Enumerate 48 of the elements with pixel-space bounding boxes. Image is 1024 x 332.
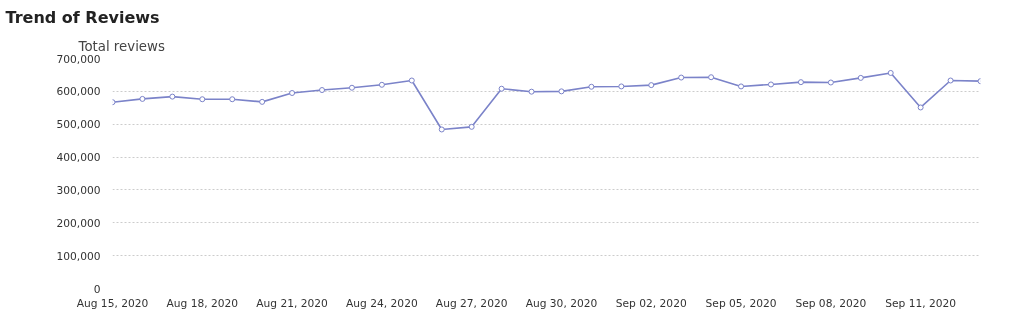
x-tick-label: Aug 15, 2020 [76, 296, 149, 310]
point [348, 84, 355, 91]
point [378, 81, 385, 88]
point [947, 77, 954, 84]
y-tick-label: 500,000 [56, 118, 101, 132]
point [438, 126, 445, 133]
y-tick-label: 300,000 [56, 183, 101, 197]
point [738, 83, 745, 90]
x-tick-label: Sep 02, 2020 [615, 296, 687, 310]
point [827, 79, 834, 86]
point [528, 88, 535, 95]
x-tick-label: Aug 27, 2020 [435, 296, 508, 310]
y-axis-title: Total reviews [77, 38, 165, 54]
point [887, 69, 894, 76]
y-tick-label: 200,000 [56, 216, 101, 230]
point [139, 95, 146, 102]
point [558, 88, 565, 95]
point [229, 96, 236, 103]
x-tick-label: Aug 18, 2020 [166, 296, 239, 310]
y-tick-label: 400,000 [56, 151, 101, 165]
point [618, 83, 625, 90]
point [917, 104, 924, 111]
x-tick-label: Sep 11, 2020 [885, 296, 957, 310]
x-tick-label: Sep 05, 2020 [705, 296, 777, 310]
x-tick-label: Aug 30, 2020 [525, 296, 598, 310]
y-tick-label: 600,000 [56, 85, 101, 99]
point [648, 82, 655, 89]
point [857, 74, 864, 81]
point [408, 77, 415, 84]
x-tick-label: Sep 08, 2020 [795, 296, 867, 310]
point [678, 74, 685, 81]
y-tick-label: 0 [93, 282, 101, 296]
point [319, 87, 326, 94]
point [498, 85, 505, 92]
point [797, 79, 804, 86]
point [259, 98, 266, 105]
point [289, 90, 296, 96]
point [767, 81, 774, 88]
y-tick-label: 100,000 [56, 249, 101, 263]
chart-title: Trend of Reviews [5, 7, 160, 27]
point [708, 74, 715, 81]
point [169, 93, 176, 100]
x-tick-label: Aug 21, 2020 [256, 296, 329, 310]
y-tick-label: 700,000 [56, 52, 101, 66]
x-tick-label: Aug 24, 2020 [346, 296, 418, 310]
point [588, 83, 595, 90]
point [199, 96, 206, 103]
point [468, 123, 475, 130]
